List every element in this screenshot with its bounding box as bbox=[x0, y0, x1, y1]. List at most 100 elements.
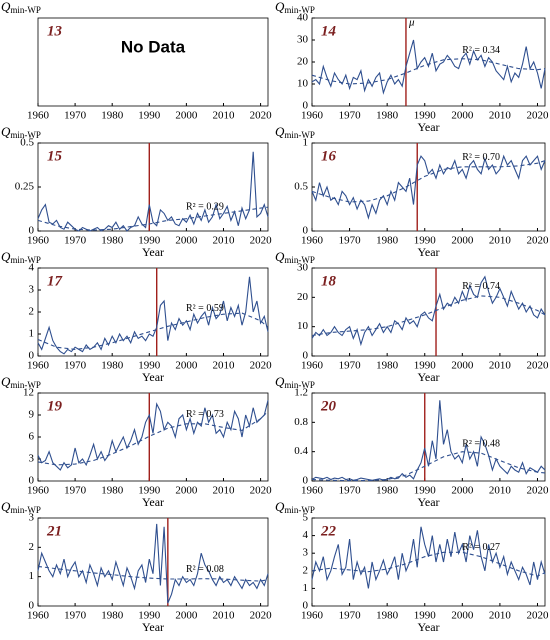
x-tick-label: 1980 bbox=[101, 610, 124, 622]
x-tick-label: 2010 bbox=[212, 610, 235, 622]
x-tick-label: 1990 bbox=[138, 360, 161, 372]
plot-frame bbox=[311, 267, 546, 357]
x-tick-label: 2020 bbox=[250, 110, 273, 122]
plot-frame bbox=[37, 517, 269, 607]
y-tick-label: 20 bbox=[297, 56, 309, 68]
r2-label: R² = 0.73 bbox=[186, 409, 224, 420]
x-tick-label: 2000 bbox=[451, 235, 474, 247]
trend-line bbox=[37, 312, 269, 350]
y-tick-label: 10 bbox=[297, 78, 309, 90]
x-tick-label: 1970 bbox=[339, 610, 362, 622]
y-label-main: Q bbox=[275, 499, 285, 514]
x-axis-label: Year bbox=[142, 245, 164, 259]
y-tick-label: 0 bbox=[29, 600, 35, 612]
x-tick-label: 1990 bbox=[414, 110, 437, 122]
y-label-sub: min-WP bbox=[284, 505, 315, 515]
y-tick-label: 5 bbox=[303, 512, 309, 524]
x-tick-label: 1960 bbox=[27, 360, 50, 372]
x-tick-label: 2020 bbox=[526, 235, 549, 247]
x-tick-label: 2020 bbox=[250, 485, 273, 497]
x-tick-label: 1960 bbox=[301, 485, 324, 497]
y-label-sub: min-WP bbox=[10, 505, 41, 515]
y-axis-label: Qmin-WP bbox=[275, 124, 315, 140]
x-tick-label: 1990 bbox=[138, 235, 161, 247]
series-line bbox=[37, 151, 269, 232]
y-tick-label: 0 bbox=[303, 225, 309, 237]
series-line bbox=[311, 526, 546, 589]
x-tick-label: 2010 bbox=[212, 485, 235, 497]
y-label-main: Q bbox=[1, 0, 11, 14]
series-line bbox=[311, 39, 546, 95]
x-tick-label: 1970 bbox=[339, 360, 362, 372]
x-axis-label: Year bbox=[142, 370, 164, 384]
x-tick-label: 1970 bbox=[339, 235, 362, 247]
x-axis-label: Year bbox=[417, 370, 439, 384]
x-tick-label: 1960 bbox=[301, 110, 324, 122]
series-line bbox=[311, 400, 546, 481]
x-axis-label: Year bbox=[417, 620, 439, 634]
series-line bbox=[37, 276, 269, 355]
y-axis-label: Qmin-WP bbox=[1, 499, 41, 515]
panel-label: 20 bbox=[320, 398, 337, 414]
y-tick-label: 0 bbox=[29, 475, 35, 487]
x-tick-label: 1960 bbox=[27, 235, 50, 247]
y-tick-label: 3 bbox=[29, 284, 35, 296]
x-tick-label: 1990 bbox=[414, 485, 437, 497]
y-tick-label: 0.5 bbox=[20, 137, 34, 149]
y-label-main: Q bbox=[275, 374, 285, 389]
x-tick-label: 2020 bbox=[526, 485, 549, 497]
y-tick-label: 3 bbox=[29, 453, 35, 465]
plot-frame bbox=[37, 392, 269, 482]
no-data-label: No Data bbox=[121, 37, 186, 56]
y-label-sub: min-WP bbox=[284, 130, 315, 140]
y-tick-label: 0.25 bbox=[15, 181, 35, 193]
x-tick-label: 2000 bbox=[175, 610, 198, 622]
y-tick-label: 20 bbox=[297, 291, 309, 303]
x-tick-label: 2020 bbox=[526, 610, 549, 622]
y-axis-label: Qmin-WP bbox=[275, 0, 315, 15]
plot-frame bbox=[311, 17, 546, 107]
x-axis-label: Year bbox=[142, 495, 164, 509]
y-tick-label: 0.5 bbox=[294, 181, 308, 193]
y-axis-label: Qmin-WP bbox=[275, 499, 315, 515]
y-label-sub: min-WP bbox=[284, 380, 315, 390]
x-tick-label: 1980 bbox=[376, 485, 399, 497]
x-tick-label: 2020 bbox=[250, 610, 273, 622]
r2-label: R² = 0.70 bbox=[462, 152, 500, 163]
panel-label: 16 bbox=[321, 148, 337, 164]
plot-frame bbox=[311, 392, 546, 482]
x-tick-label: 1960 bbox=[27, 610, 50, 622]
y-label-main: Q bbox=[275, 124, 285, 139]
y-axis-label: Qmin-WP bbox=[1, 374, 41, 390]
x-tick-label: 2010 bbox=[212, 235, 235, 247]
y-tick-label: 1.2 bbox=[294, 387, 308, 399]
y-label-main: Q bbox=[1, 374, 11, 389]
y-label-sub: min-WP bbox=[10, 5, 41, 15]
y-tick-label: 30 bbox=[297, 262, 309, 274]
y-tick-label: 6 bbox=[29, 431, 35, 443]
x-tick-label: 2010 bbox=[489, 235, 512, 247]
x-tick-label: 1990 bbox=[414, 235, 437, 247]
x-tick-label: 2000 bbox=[175, 485, 198, 497]
y-tick-label: 1 bbox=[303, 137, 309, 149]
x-tick-label: 1970 bbox=[339, 485, 362, 497]
y-tick-label: 3 bbox=[303, 547, 309, 559]
trend-line bbox=[311, 58, 546, 85]
x-tick-label: 1980 bbox=[376, 610, 399, 622]
trend-line bbox=[37, 565, 269, 582]
trend-line bbox=[311, 451, 546, 482]
plot-frame bbox=[311, 517, 546, 607]
y-tick-label: 1 bbox=[303, 582, 309, 594]
x-tick-label: 1960 bbox=[301, 610, 324, 622]
y-tick-label: 12 bbox=[23, 387, 34, 399]
y-tick-label: 0 bbox=[29, 350, 35, 362]
y-tick-label: 3 bbox=[29, 512, 35, 524]
plot-frame bbox=[37, 17, 269, 107]
x-tick-label: 1970 bbox=[64, 235, 87, 247]
panel-label: 19 bbox=[47, 398, 63, 414]
x-tick-label: 1970 bbox=[64, 485, 87, 497]
x-tick-label: 2000 bbox=[451, 360, 474, 372]
change-point-label: μ bbox=[408, 17, 415, 29]
y-tick-label: 9 bbox=[29, 409, 35, 421]
